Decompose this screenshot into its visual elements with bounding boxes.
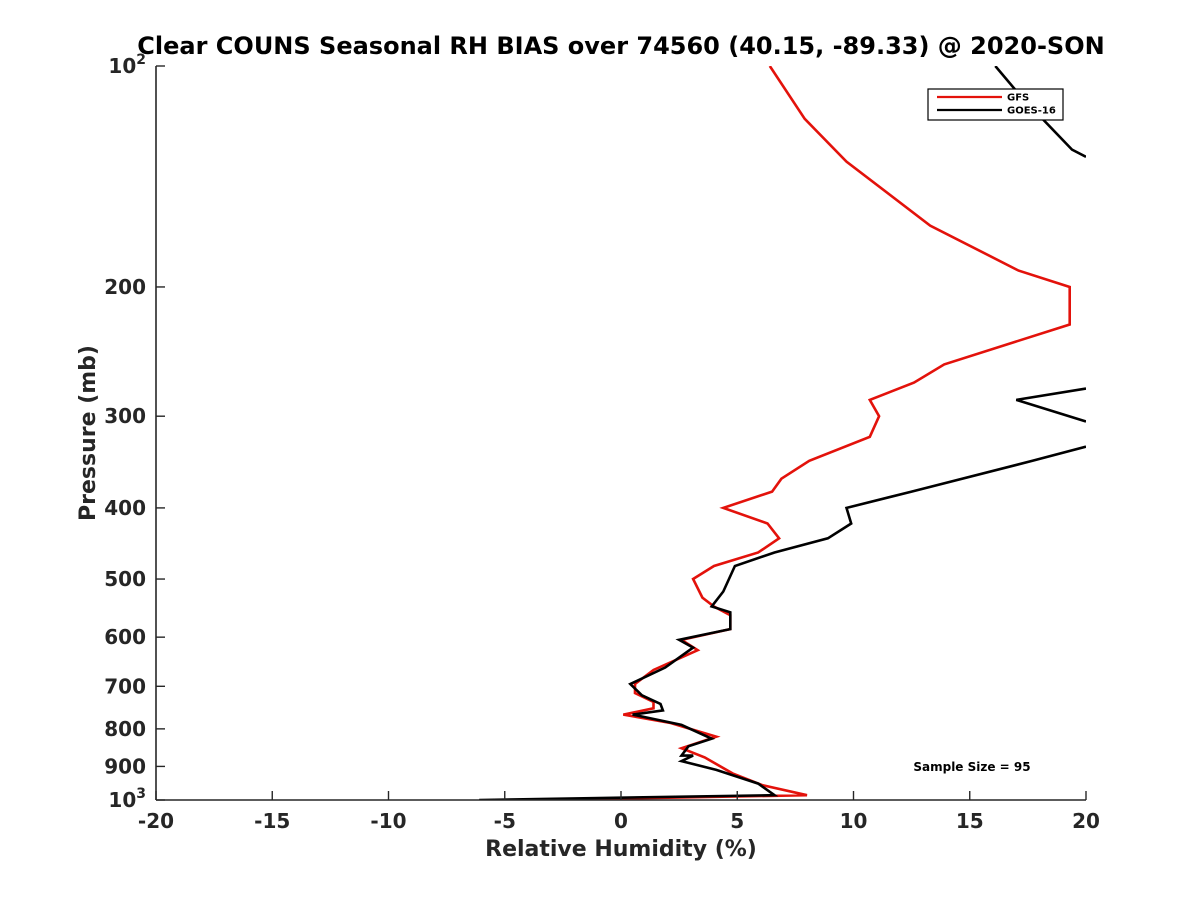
legend-box (927, 88, 1064, 121)
x-tick-label: 0 (614, 809, 628, 833)
x-tick-label: -5 (494, 809, 516, 833)
legend-label: GOES-16 (1007, 106, 1056, 117)
y-ticks: 102 200 300 400 500 600 700 800 900 103 (104, 52, 165, 812)
y-tick-label: 500 (104, 567, 146, 591)
x-tick-label: 10 (840, 809, 868, 833)
y-tick-label: 800 (104, 717, 146, 741)
y-tick-label: 300 (104, 404, 146, 428)
series-layer (479, 66, 1086, 800)
chart-title: Clear COUNS Seasonal RH BIAS over 74560 … (137, 32, 1104, 60)
y-tick-label: 400 (104, 496, 146, 520)
y-axis-label: Pressure (mb) (76, 345, 101, 521)
x-axis-label: Relative Humidity (%) (485, 837, 757, 862)
legend-label: GFS (1007, 93, 1029, 104)
y-tick-label: 200 (104, 275, 146, 299)
series-line-gfs (544, 66, 1071, 800)
axes-layer (155, 66, 1086, 801)
x-tick-label: -10 (370, 809, 406, 833)
y-tick-label: 103 (108, 786, 146, 812)
x-tick-label: -15 (254, 809, 290, 833)
x-tick-label: 5 (730, 809, 744, 833)
legend: GFS GOES-16 (927, 88, 1064, 121)
x-tick-label: 15 (956, 809, 984, 833)
x-tick-label: 20 (1072, 809, 1100, 833)
series-line-goes-16 (479, 66, 1086, 800)
sample-size-annotation: Sample Size = 95 (913, 760, 1030, 774)
x-ticks: -20 -15 -10 -5 0 5 10 15 20 (138, 791, 1100, 833)
x-tick-label: -20 (138, 809, 174, 833)
y-tick-label: 102 (108, 52, 146, 78)
y-tick-label: 600 (104, 625, 146, 649)
y-tick-label: 700 (104, 674, 146, 698)
y-tick-label: 900 (104, 754, 146, 778)
